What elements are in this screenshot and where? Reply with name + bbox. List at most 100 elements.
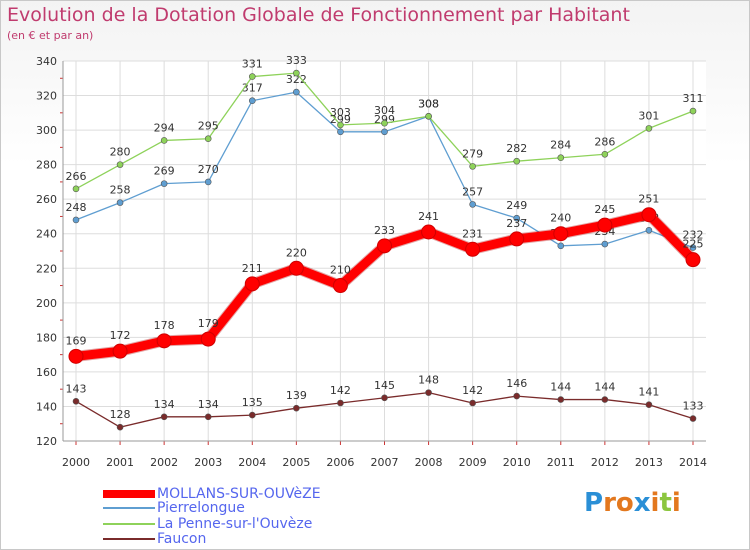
data-label: 172 [110, 329, 131, 342]
legend-label: MOLLANS-SUR-OUVèZE [157, 486, 321, 502]
data-point [200, 331, 216, 347]
data-label: 148 [418, 374, 439, 387]
data-label: 178 [154, 319, 175, 332]
data-label: 139 [286, 389, 307, 402]
y-tick-label: 140 [36, 400, 57, 413]
data-label: 135 [242, 396, 263, 409]
logo-letter: x [633, 488, 651, 518]
data-point [601, 150, 609, 158]
legend-swatch [103, 490, 155, 498]
y-tick-label: 280 [36, 159, 57, 172]
x-tick-label: 2000 [62, 456, 90, 469]
data-point [116, 161, 124, 168]
x-tick-label: 2012 [591, 456, 619, 469]
legend-swatch [103, 507, 155, 509]
data-point [377, 238, 392, 254]
legend-item: MOLLANS-SUR-OUVèZE [103, 486, 321, 502]
data-point [293, 69, 300, 77]
data-point [557, 154, 565, 162]
data-label: 286 [594, 135, 615, 148]
data-point [381, 128, 388, 136]
data-point [597, 217, 613, 233]
y-tick-label: 200 [36, 297, 57, 310]
x-tick-label: 2011 [547, 456, 575, 469]
data-label: 220 [286, 246, 307, 259]
data-point [425, 389, 432, 396]
data-point [469, 201, 476, 208]
data-label: 145 [374, 379, 395, 392]
data-label: 241 [418, 210, 439, 223]
data-point [244, 276, 260, 292]
x-tick-label: 2014 [679, 456, 707, 469]
data-point [509, 231, 525, 247]
data-point [601, 396, 609, 403]
y-tick-label: 320 [36, 90, 57, 103]
data-point [156, 333, 172, 349]
data-label: 317 [242, 82, 263, 95]
data-point [641, 207, 657, 223]
axes [60, 61, 706, 445]
data-label: 269 [154, 165, 175, 178]
data-label: 308 [418, 97, 439, 110]
data-point [204, 178, 212, 186]
data-label: 231 [462, 227, 483, 240]
data-label: 258 [110, 184, 131, 197]
chart-subtitle: (en € et par an) [7, 29, 94, 42]
data-label: 142 [330, 384, 351, 397]
data-point [465, 241, 481, 257]
data-point [337, 121, 344, 129]
data-point [381, 119, 388, 127]
legend-item: Pierrelongue [103, 500, 245, 516]
data-label: 251 [638, 193, 659, 206]
y-tick-label: 220 [36, 262, 57, 275]
data-point [689, 415, 697, 422]
data-label: 303 [330, 106, 351, 119]
data-point [557, 396, 565, 403]
x-tick-label: 2005 [282, 456, 310, 469]
data-point [513, 157, 521, 165]
y-tick-label: 260 [36, 193, 57, 206]
data-point [469, 163, 476, 170]
series-2: 266 280 294 295 331 333 303 304 308 279 282 284 286 3… [66, 54, 704, 193]
tick-labels: 120 140 160 180 200 220 240 260 280 300 320 340 2000… [36, 55, 707, 469]
data-label: 280 [110, 146, 131, 159]
y-tick-label: 180 [36, 331, 57, 344]
data-label: 279 [462, 147, 483, 160]
y-tick-label: 340 [36, 55, 57, 68]
series-3: 143 128 134 134 135 139 142 145 148 142 146 144 144 1… [66, 374, 704, 431]
data-point [160, 180, 168, 187]
data-label: 211 [242, 262, 263, 275]
data-label: 308 [418, 97, 439, 110]
x-tick-label: 2006 [326, 456, 354, 469]
data-point [160, 137, 168, 144]
data-label: 144 [550, 381, 571, 394]
data-label: 299 [330, 113, 351, 126]
data-point [116, 423, 124, 431]
data-label: 179 [198, 317, 219, 330]
data-point [337, 128, 344, 136]
data-label: 333 [286, 54, 307, 67]
logo-letter: r [603, 488, 616, 518]
x-tick-label: 2013 [635, 456, 663, 469]
data-label: 270 [198, 163, 219, 176]
data-label: 144 [594, 381, 615, 394]
data-label: 169 [66, 334, 87, 347]
data-label: 133 [683, 400, 704, 413]
legend-label: La Penne-sur-l'Ouvèze [157, 516, 313, 532]
data-label: 141 [638, 386, 659, 399]
data-label: 257 [462, 185, 483, 198]
data-point [288, 260, 304, 276]
legend-label: Faucon [157, 531, 207, 547]
data-point [204, 135, 212, 143]
series-1: 2482582692703173222992993082572492332342… [66, 73, 704, 251]
data-label: 282 [506, 142, 527, 155]
data-point [248, 73, 256, 80]
chart-title: Evolution de la Dotation Globale de Fonc… [7, 4, 630, 26]
data-label: 210 [330, 264, 351, 277]
data-point [293, 88, 300, 96]
data-point [645, 401, 653, 409]
legend-item: La Penne-sur-l'Ouvèze [103, 516, 312, 532]
data-point [601, 240, 609, 248]
data-label: 237 [506, 217, 527, 230]
